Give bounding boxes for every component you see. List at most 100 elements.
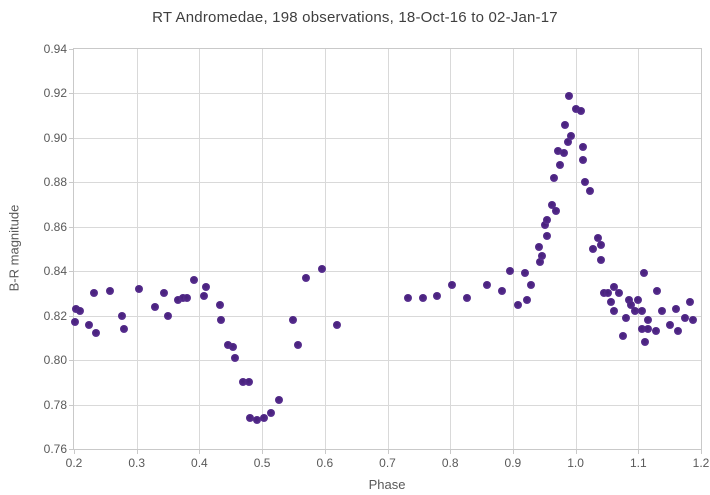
data-point (564, 91, 573, 100)
data-point (200, 291, 209, 300)
y-tick-label: 0.84 (43, 264, 67, 279)
y-tick-mark (69, 271, 73, 273)
y-tick-mark (69, 315, 73, 317)
data-point (615, 289, 624, 298)
data-point (639, 269, 648, 278)
data-point (560, 120, 569, 129)
y-gridline (74, 271, 701, 273)
data-point (202, 282, 211, 291)
data-point (245, 413, 254, 422)
x-tick-mark (136, 450, 138, 454)
x-tick-label: 0.2 (65, 456, 83, 470)
x-tick-label: 0.6 (316, 456, 334, 470)
y-gridline (74, 226, 701, 228)
data-point (498, 287, 507, 296)
data-point (559, 149, 568, 158)
data-point (686, 298, 695, 307)
data-point (117, 311, 126, 320)
x-axis-label: Phase (368, 477, 406, 492)
x-gridline (262, 49, 264, 449)
x-tick-mark (74, 450, 75, 454)
data-point (462, 293, 471, 302)
data-point (597, 256, 606, 265)
data-point (624, 296, 633, 305)
y-gridline (74, 360, 701, 362)
data-point (534, 242, 543, 251)
x-tick-label: 1.1 (629, 456, 647, 470)
data-point (105, 287, 114, 296)
data-point (538, 251, 547, 260)
data-point (640, 338, 649, 347)
data-point (71, 305, 80, 313)
x-tick-label: 0.7 (379, 456, 396, 470)
y-tick-mark (69, 360, 73, 362)
data-point (571, 105, 580, 113)
plot-area: 0.2 0.3 0.4 0.5 0.6 0.7 0.8 0.9 1.0 1.1 1.2 0.76 0.7… (44, 42, 710, 470)
data-point (666, 320, 675, 329)
data-point (689, 316, 698, 325)
data-point (403, 293, 412, 302)
y-tick-mark (69, 137, 73, 139)
data-point (548, 200, 557, 209)
data-point (134, 285, 143, 293)
data-point (182, 293, 191, 302)
data-point (638, 307, 647, 316)
data-point (554, 147, 563, 156)
data-point (594, 233, 603, 242)
data-point (643, 316, 652, 325)
data-point (589, 245, 598, 253)
data-point (609, 282, 618, 291)
y-gridline (74, 137, 701, 139)
x-gridline (199, 49, 201, 449)
data-point (652, 327, 661, 336)
x-gridline (136, 49, 138, 449)
x-tick-mark (199, 450, 201, 454)
data-point (658, 307, 667, 316)
data-point (164, 311, 173, 320)
x-tick-label: 0.9 (504, 456, 522, 470)
data-point (159, 289, 168, 298)
y-tick-label: 0.80 (43, 353, 67, 368)
data-point (630, 307, 639, 316)
x-tick-mark (387, 450, 389, 454)
data-point (505, 267, 514, 276)
data-point (301, 273, 310, 282)
data-point (619, 331, 628, 340)
data-point (627, 300, 636, 309)
data-point (604, 289, 613, 298)
y-tick-mark (69, 449, 73, 450)
x-gridline (638, 49, 640, 449)
data-point (599, 289, 608, 298)
y-tick-label: 0.82 (43, 308, 67, 323)
data-point (634, 296, 643, 305)
data-point (189, 276, 198, 285)
data-point (542, 231, 551, 240)
data-point (638, 325, 647, 333)
x-tick-mark (450, 450, 452, 454)
x-tick-label: 0.3 (128, 456, 146, 470)
y-gridline (74, 404, 701, 406)
data-point (513, 300, 522, 309)
data-point (535, 258, 544, 267)
data-point (576, 107, 585, 116)
data-point (76, 307, 85, 316)
x-gridline (512, 49, 514, 449)
y-tick-label: 0.90 (43, 130, 67, 145)
data-point (579, 142, 588, 151)
data-point (596, 240, 605, 249)
data-point (90, 289, 99, 298)
data-point (317, 265, 326, 273)
data-point (174, 296, 183, 305)
data-point (564, 138, 573, 147)
data-point (448, 280, 457, 289)
data-point (680, 313, 689, 322)
data-point (293, 340, 302, 349)
x-gridline (387, 49, 389, 449)
data-point (520, 269, 529, 278)
y-tick-mark (69, 93, 73, 95)
y-tick-label: 0.94 (43, 42, 67, 56)
data-point (433, 291, 442, 300)
data-point (542, 216, 551, 225)
data-point (266, 409, 275, 418)
